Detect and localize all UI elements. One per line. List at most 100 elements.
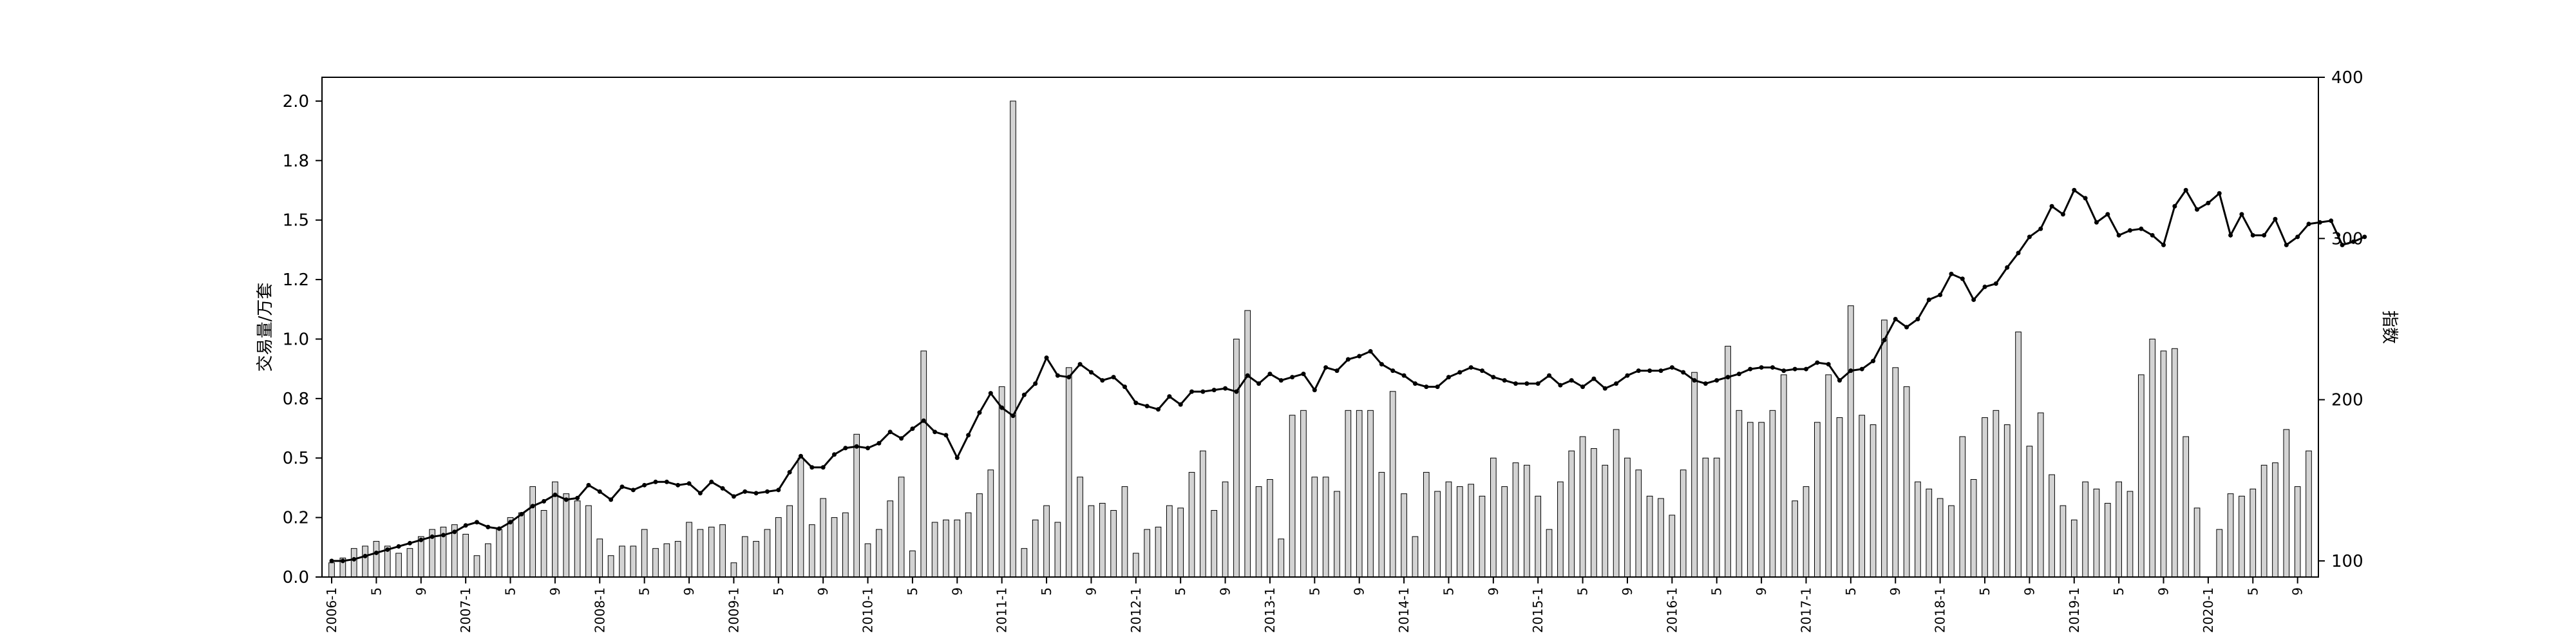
bar	[1222, 481, 1229, 578]
index-point	[933, 430, 938, 435]
bar	[518, 512, 525, 578]
x-tick-label: 9	[949, 587, 965, 596]
index-point	[1949, 271, 1954, 276]
index-point	[2306, 222, 2311, 227]
index-point	[1524, 381, 1530, 386]
bar	[842, 512, 849, 578]
x-tick-label: 2010-1	[860, 587, 876, 633]
index-point	[1882, 337, 1887, 343]
index-point	[954, 455, 960, 460]
x-tick-label: 2006-1	[324, 587, 339, 633]
bar	[652, 548, 659, 578]
index-point	[1200, 389, 1206, 394]
x-tick-label: 5	[771, 587, 786, 596]
index-point	[1915, 316, 1920, 321]
bar	[585, 505, 592, 578]
bar	[395, 553, 402, 578]
x-tick-label: 5	[1039, 587, 1054, 596]
index-point	[1435, 384, 1440, 390]
bar	[540, 510, 547, 578]
index-point	[609, 497, 614, 502]
bar	[741, 536, 748, 578]
x-tick-label: 9	[1888, 587, 1903, 596]
bar	[2239, 495, 2245, 578]
bar	[1132, 553, 1139, 578]
bar	[2026, 446, 2033, 578]
index-point	[977, 410, 982, 415]
index-point	[1692, 378, 1697, 383]
index-point	[776, 488, 781, 493]
bar	[797, 457, 804, 578]
bar	[1345, 410, 1352, 578]
index-point	[1580, 384, 1586, 390]
bar	[764, 529, 771, 578]
bar	[1065, 367, 1072, 578]
index-point	[1334, 368, 1340, 374]
left-tick-label: 0.5	[283, 449, 309, 468]
bar	[719, 524, 726, 578]
bar	[1702, 457, 1709, 578]
bar	[1792, 500, 1798, 578]
index-point	[1535, 381, 1540, 386]
x-tick-label: 2019-1	[2067, 587, 2082, 633]
index-point	[1290, 375, 1295, 380]
index-point	[396, 544, 401, 549]
x-tick-label: 2015-1	[1530, 587, 1546, 633]
index-point	[1412, 381, 1417, 386]
left-tick-label: 1.5	[283, 211, 309, 231]
bar	[1032, 519, 1039, 578]
index-point	[1066, 375, 1072, 380]
index-point	[1088, 370, 1094, 375]
bar	[954, 519, 961, 578]
bar	[2082, 481, 2088, 578]
index-point	[1547, 373, 1552, 378]
index-point	[1558, 383, 1563, 388]
bar	[1557, 481, 1564, 578]
bar	[1311, 477, 1318, 578]
index-point	[1368, 349, 1373, 354]
index-point	[1357, 354, 1362, 359]
x-tick-label: 9	[1754, 587, 1769, 596]
bar	[1244, 310, 1251, 578]
bar	[484, 543, 491, 578]
bar	[831, 517, 838, 578]
index-point	[1681, 370, 1686, 375]
bar	[2137, 374, 2145, 578]
index-point	[463, 523, 468, 528]
index-point	[1178, 402, 1183, 407]
bar	[887, 500, 894, 578]
bar	[1602, 464, 1609, 578]
index-point	[876, 440, 882, 446]
x-tick-label: 2011-1	[994, 587, 1010, 633]
x-tick-label: 5	[503, 587, 518, 596]
index-point	[921, 418, 926, 423]
x-tick-label: 5	[2245, 587, 2260, 596]
index-point	[1748, 366, 1753, 372]
index-point	[910, 426, 915, 431]
bar	[1077, 477, 1083, 578]
bar	[1892, 367, 1899, 578]
x-tick-label: 9	[547, 587, 563, 596]
bar	[2037, 412, 2044, 578]
index-point	[2005, 265, 2010, 270]
index-point	[753, 491, 759, 496]
bar	[1591, 448, 1597, 578]
index-point	[2262, 232, 2267, 238]
bar	[2104, 502, 2111, 578]
bar	[473, 555, 480, 578]
index-point	[966, 433, 971, 438]
x-tick-label: 9	[1083, 587, 1099, 596]
index-point	[2295, 234, 2300, 240]
index-point	[486, 524, 491, 529]
index-point	[1982, 284, 1987, 289]
bar	[1434, 491, 1441, 578]
left-tick-label: 1.2	[283, 270, 309, 290]
bar	[1836, 417, 1843, 578]
bar	[1322, 477, 1329, 578]
bar	[853, 433, 860, 578]
left-axis: 0.0 0.2 0.5 0.8 1.0 1.2 1.5 1.8 2.0	[283, 92, 322, 587]
bar	[987, 469, 994, 578]
bar	[674, 541, 681, 578]
index-point	[2239, 212, 2244, 217]
